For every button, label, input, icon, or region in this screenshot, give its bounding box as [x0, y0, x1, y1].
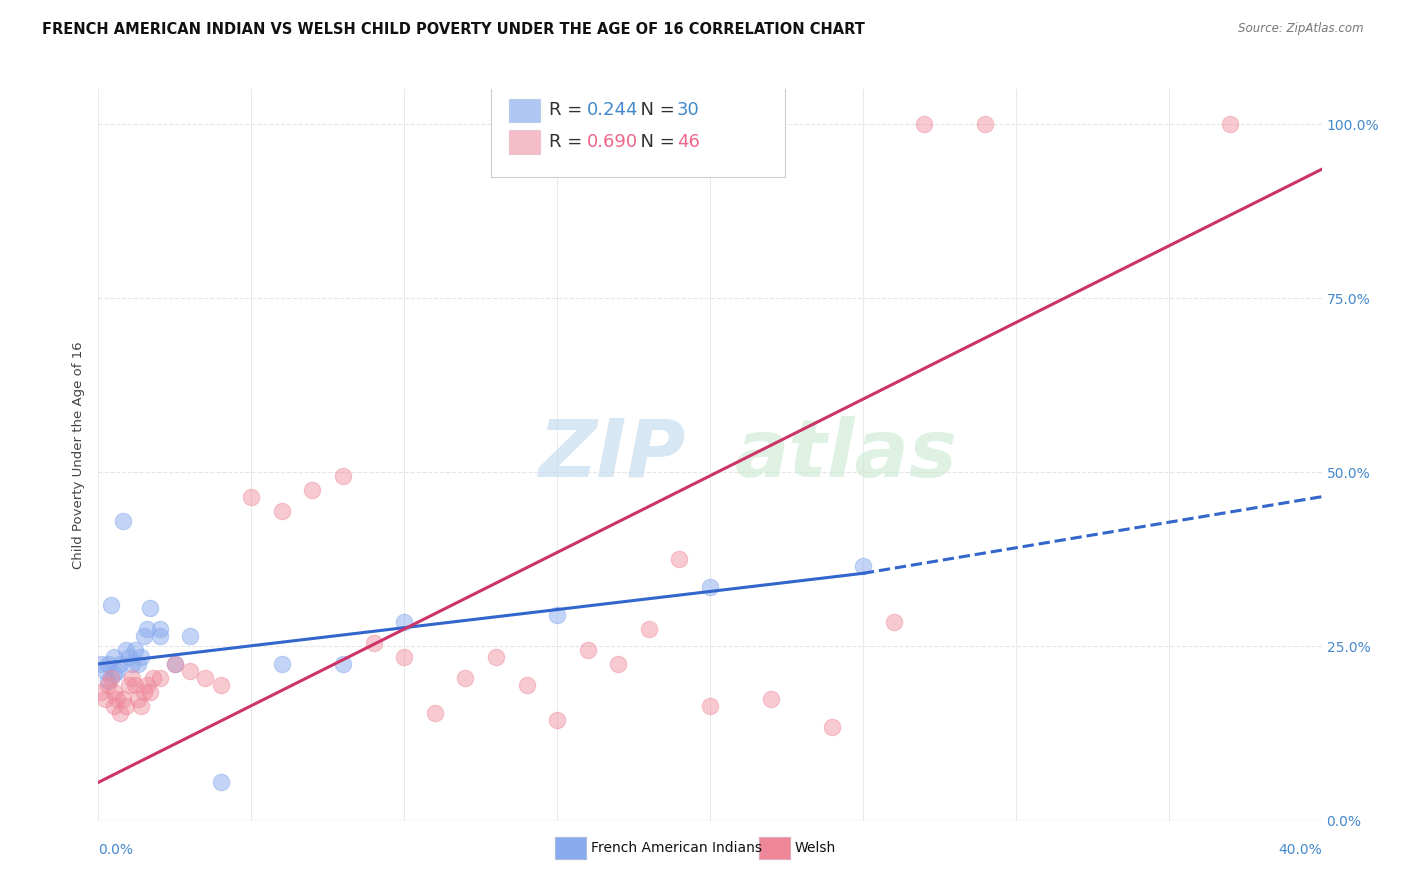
Point [118, 678, 141, 692]
Text: R =: R = [548, 133, 588, 151]
Point [270, 503, 292, 517]
Point [668, 552, 690, 566]
Point [115, 698, 138, 713]
Point [139, 685, 162, 699]
Point [301, 483, 323, 497]
Point [209, 678, 232, 692]
Point [124, 678, 146, 692]
Point [699, 580, 721, 594]
Point [124, 643, 146, 657]
Point [637, 622, 661, 636]
Point [974, 117, 997, 131]
Point [883, 615, 905, 629]
Point [912, 117, 935, 131]
Point [115, 643, 138, 657]
Point [136, 622, 159, 636]
Point [759, 691, 782, 706]
Point [179, 629, 201, 643]
Point [111, 691, 134, 706]
Point [108, 706, 131, 720]
Point [142, 671, 165, 685]
Point [546, 608, 568, 623]
Point [423, 706, 446, 720]
Point [93, 691, 115, 706]
Point [454, 671, 477, 685]
Point [103, 667, 125, 681]
Point [134, 629, 156, 643]
Text: R =: R = [548, 101, 588, 119]
Point [392, 649, 416, 664]
FancyBboxPatch shape [509, 99, 540, 122]
Text: 46: 46 [678, 133, 700, 151]
Point [852, 559, 875, 574]
Point [129, 649, 152, 664]
Point [149, 622, 172, 636]
Text: 0.690: 0.690 [586, 133, 637, 151]
Text: Welsh: Welsh [794, 841, 835, 855]
Point [97, 657, 120, 671]
Text: ZIP: ZIP [538, 416, 686, 494]
Point [105, 664, 128, 678]
Point [1219, 117, 1241, 131]
Point [194, 671, 217, 685]
Point [111, 514, 134, 528]
Point [100, 671, 122, 685]
Point [121, 671, 143, 685]
Text: 30: 30 [678, 101, 700, 119]
Point [485, 649, 508, 664]
Text: 0.244: 0.244 [586, 101, 638, 119]
Point [105, 691, 128, 706]
Point [103, 698, 125, 713]
FancyBboxPatch shape [491, 78, 785, 177]
Point [97, 678, 120, 692]
Text: Source: ZipAtlas.com: Source: ZipAtlas.com [1239, 22, 1364, 36]
Point [129, 698, 152, 713]
Point [576, 643, 599, 657]
Point [516, 678, 538, 692]
Point [699, 698, 721, 713]
Point [163, 657, 186, 671]
Point [270, 657, 292, 671]
Point [139, 601, 162, 615]
Point [332, 657, 354, 671]
Point [546, 713, 568, 727]
Text: N =: N = [630, 101, 675, 119]
Point [118, 649, 141, 664]
Text: FRENCH AMERICAN INDIAN VS WELSH CHILD POVERTY UNDER THE AGE OF 16 CORRELATION CH: FRENCH AMERICAN INDIAN VS WELSH CHILD PO… [42, 22, 865, 37]
Point [103, 649, 125, 664]
Point [240, 490, 263, 504]
Text: French American Indians: French American Indians [591, 841, 762, 855]
Point [363, 636, 385, 650]
Point [149, 629, 172, 643]
Point [90, 685, 112, 699]
Text: 40.0%: 40.0% [1278, 843, 1322, 857]
Point [332, 468, 354, 483]
Text: 0.0%: 0.0% [98, 843, 134, 857]
Point [149, 671, 172, 685]
Point [97, 674, 120, 689]
Point [179, 664, 201, 678]
Point [134, 685, 156, 699]
Text: N =: N = [630, 133, 675, 151]
Y-axis label: Child Poverty Under the Age of 16: Child Poverty Under the Age of 16 [72, 341, 86, 569]
Point [136, 678, 159, 692]
Point [103, 685, 125, 699]
Point [93, 664, 115, 678]
Point [100, 598, 122, 612]
Point [121, 657, 143, 671]
Point [607, 657, 630, 671]
Point [127, 691, 149, 706]
FancyBboxPatch shape [509, 130, 540, 153]
Point [127, 657, 149, 671]
Point [163, 657, 186, 671]
Point [209, 775, 232, 789]
Point [90, 657, 112, 671]
Text: atlas: atlas [734, 416, 957, 494]
Point [108, 657, 131, 671]
Point [392, 615, 416, 629]
Point [821, 720, 844, 734]
